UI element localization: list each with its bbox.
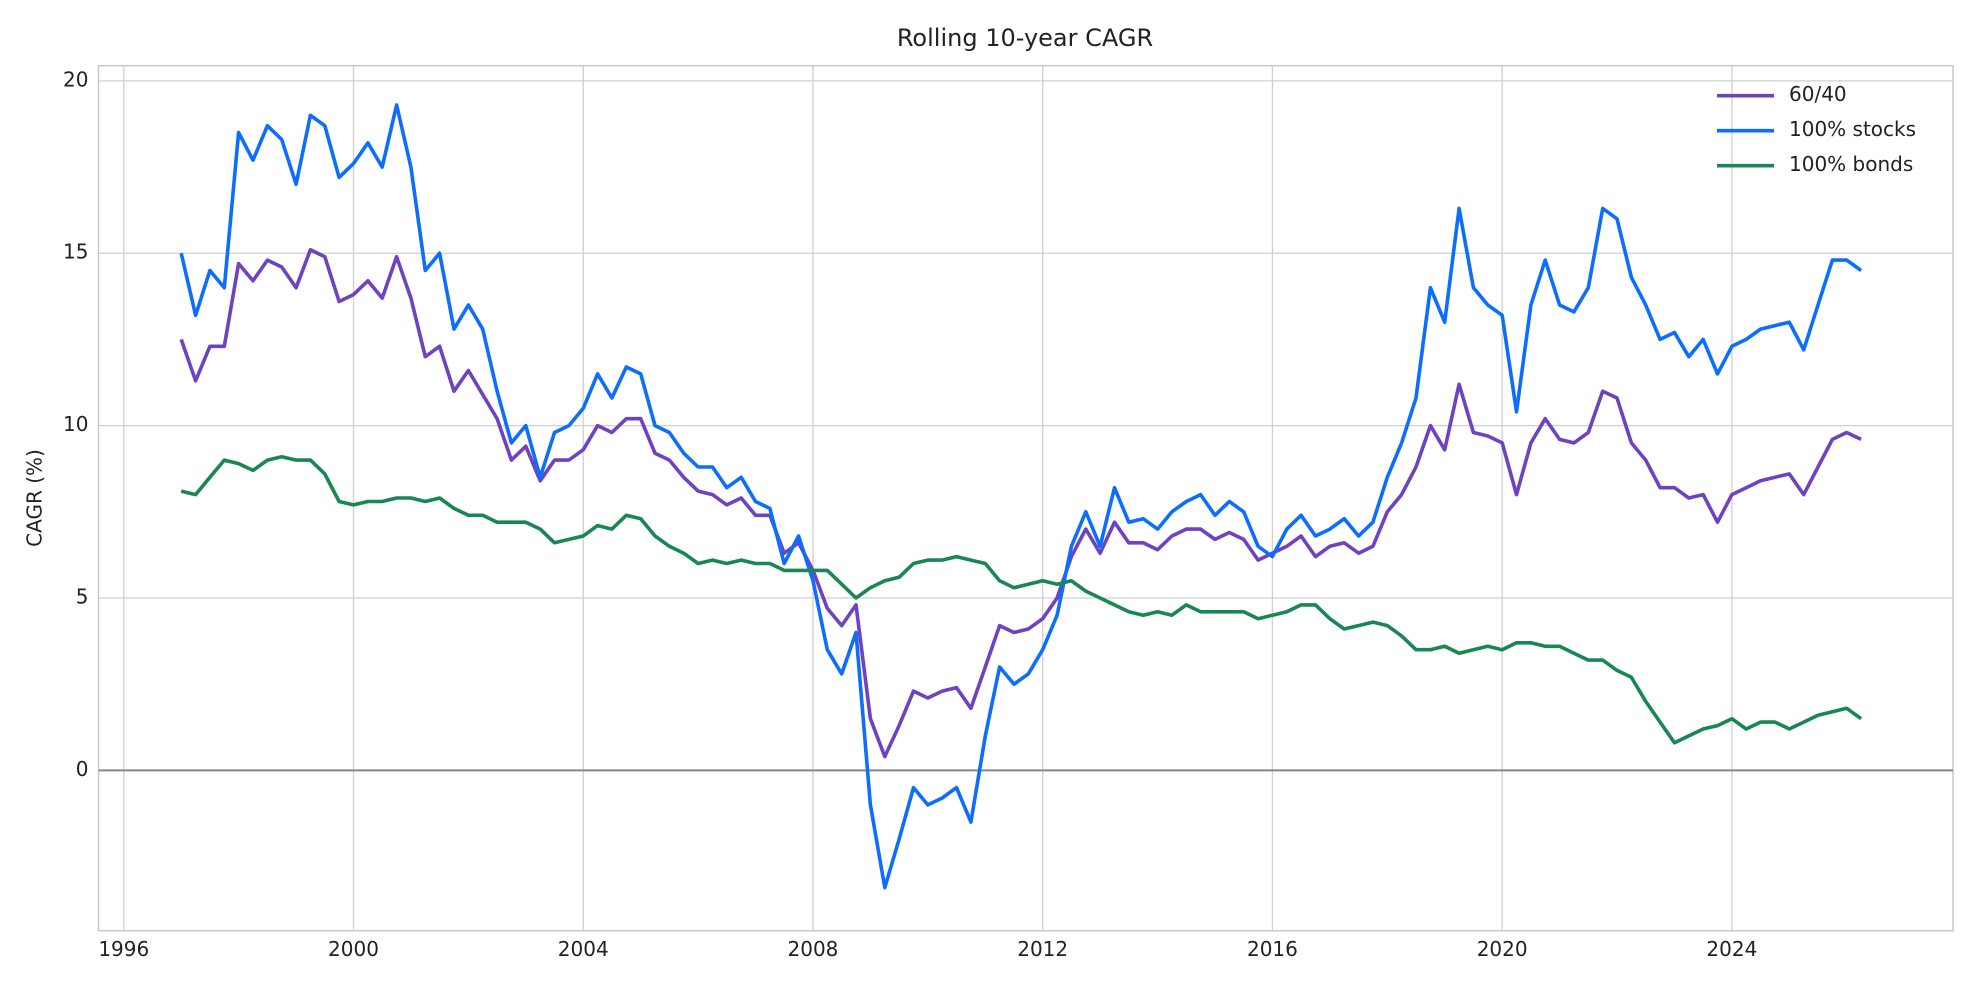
y-tick-label: 5 bbox=[76, 585, 89, 609]
x-tick-label: 2016 bbox=[1247, 937, 1298, 961]
x-tick-label: 2004 bbox=[558, 937, 609, 961]
x-tick-label: 2012 bbox=[1017, 937, 1068, 961]
chart-title: Rolling 10-year CAGR bbox=[897, 24, 1153, 52]
y-tick-label: 20 bbox=[63, 67, 88, 91]
y-tick-label: 15 bbox=[63, 240, 88, 264]
legend-label: 100% stocks bbox=[1789, 117, 1916, 141]
series-line bbox=[180, 454, 1863, 745]
y-axis-label: CAGR (%) bbox=[23, 449, 47, 547]
series-line bbox=[179, 248, 1862, 759]
y-tick-label: 0 bbox=[76, 757, 89, 781]
x-tick-label: 2020 bbox=[1477, 937, 1528, 961]
series-line bbox=[179, 103, 1863, 890]
legend-label: 60/40 bbox=[1789, 82, 1847, 106]
legend-label: 100% bonds bbox=[1789, 152, 1913, 176]
x-tick-label: 2024 bbox=[1706, 937, 1757, 961]
x-tick-label: 1996 bbox=[98, 937, 149, 961]
x-tick-label: 2000 bbox=[328, 937, 379, 961]
x-tick-label: 2008 bbox=[788, 937, 839, 961]
y-tick-label: 10 bbox=[63, 412, 88, 436]
plot-frame bbox=[97, 64, 1954, 932]
